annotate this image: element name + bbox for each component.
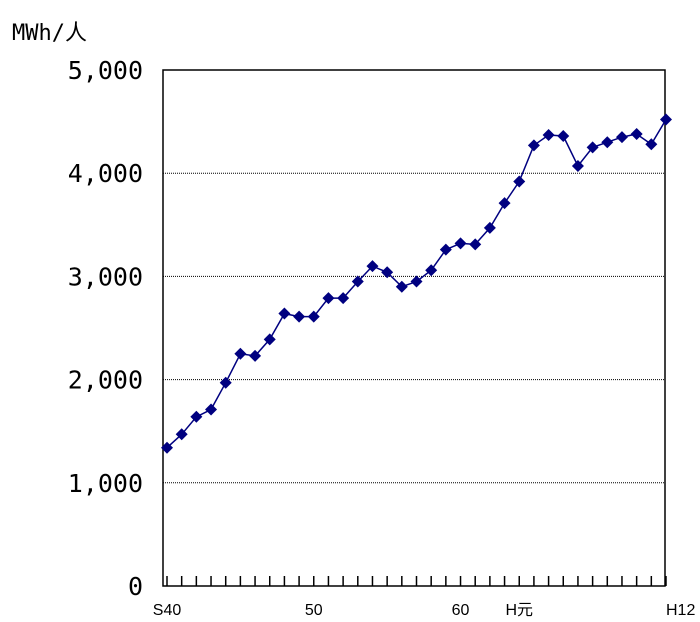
y-axis-ticks: 0 1,000 2,000 3,000 4,000 5,000 [68, 56, 143, 601]
series-markers [161, 113, 672, 454]
y-tick-label: 1,000 [68, 469, 143, 498]
x-tick-label: 50 [305, 602, 323, 619]
data-point-marker [483, 221, 496, 234]
data-point-marker [410, 275, 423, 288]
y-axis-unit-label: MWh/人 [12, 21, 87, 46]
y-tick-label: 4,000 [68, 159, 143, 188]
y-tick-label: 5,000 [68, 56, 143, 85]
data-point-marker [469, 238, 482, 251]
x-tick-label: H元 [505, 602, 533, 619]
data-point-marker [557, 130, 570, 143]
data-point-marker [439, 243, 452, 256]
data-point-marker [395, 280, 408, 293]
data-point-marker [366, 260, 379, 273]
data-point-marker [660, 113, 672, 126]
data-point-marker [527, 139, 540, 152]
data-point-marker [513, 175, 526, 188]
x-axis-ticks: S40 50 60 H元 H12 [153, 576, 695, 619]
data-point-marker [190, 410, 203, 423]
data-point-marker [381, 266, 394, 279]
data-point-marker [205, 403, 218, 416]
data-point-marker [645, 138, 658, 151]
data-point-marker [615, 131, 628, 144]
y-tick-label: 0 [128, 572, 143, 601]
data-point-marker [175, 428, 188, 441]
data-point-marker [337, 292, 350, 305]
data-point-marker [351, 275, 364, 288]
plot-area-frame [162, 69, 666, 587]
data-point-marker [263, 333, 276, 346]
data-point-marker [161, 441, 173, 454]
y-tick-label: 2,000 [68, 366, 143, 395]
y-tick-label: 3,000 [68, 262, 143, 291]
data-point-marker [542, 129, 555, 142]
x-tick-label: S40 [153, 602, 182, 619]
data-point-marker [630, 127, 643, 140]
data-point-marker [278, 307, 291, 320]
x-tick-label: H12 [666, 602, 695, 619]
data-point-marker [322, 292, 335, 305]
gridlines [163, 172, 665, 484]
data-point-marker [454, 237, 467, 250]
data-point-marker [219, 376, 232, 389]
data-point-marker [307, 310, 320, 323]
data-point-marker [249, 349, 262, 362]
data-point-marker [498, 197, 511, 210]
data-point-marker [601, 136, 614, 149]
data-point-marker [425, 264, 438, 277]
data-point-marker [293, 310, 306, 323]
data-point-marker [571, 159, 584, 172]
x-tick-label: 60 [452, 602, 470, 619]
data-point-marker [234, 347, 247, 360]
data-point-marker [586, 141, 599, 154]
